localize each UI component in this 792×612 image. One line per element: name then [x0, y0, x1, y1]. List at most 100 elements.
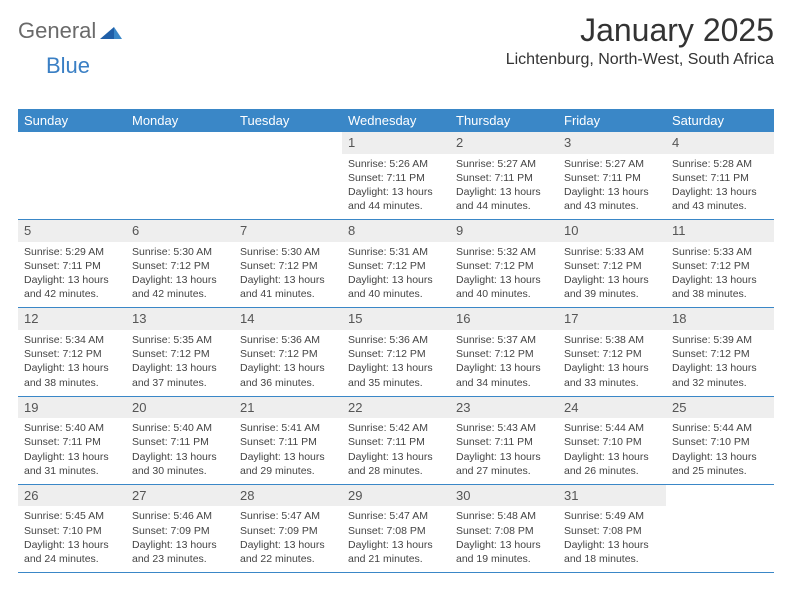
day-cell: 17Sunrise: 5:38 AMSunset: 7:12 PMDayligh… — [558, 308, 666, 395]
day-details: Sunrise: 5:29 AMSunset: 7:11 PMDaylight:… — [18, 242, 126, 308]
day-cell: 27Sunrise: 5:46 AMSunset: 7:09 PMDayligh… — [126, 485, 234, 572]
day-cell: 18Sunrise: 5:39 AMSunset: 7:12 PMDayligh… — [666, 308, 774, 395]
day-number: 21 — [234, 397, 342, 419]
day-details: Sunrise: 5:38 AMSunset: 7:12 PMDaylight:… — [558, 330, 666, 396]
day-number: 16 — [450, 308, 558, 330]
day-number: 13 — [126, 308, 234, 330]
day-number: 10 — [558, 220, 666, 242]
day-cell: 20Sunrise: 5:40 AMSunset: 7:11 PMDayligh… — [126, 397, 234, 484]
day-cell: 16Sunrise: 5:37 AMSunset: 7:12 PMDayligh… — [450, 308, 558, 395]
day-details: Sunrise: 5:45 AMSunset: 7:10 PMDaylight:… — [18, 506, 126, 572]
day-details: Sunrise: 5:33 AMSunset: 7:12 PMDaylight:… — [666, 242, 774, 308]
day-details: Sunrise: 5:33 AMSunset: 7:12 PMDaylight:… — [558, 242, 666, 308]
day-cell: 8Sunrise: 5:31 AMSunset: 7:12 PMDaylight… — [342, 220, 450, 307]
day-details: Sunrise: 5:37 AMSunset: 7:12 PMDaylight:… — [450, 330, 558, 396]
day-cell: 5Sunrise: 5:29 AMSunset: 7:11 PMDaylight… — [18, 220, 126, 307]
day-number: 20 — [126, 397, 234, 419]
week-row: 12Sunrise: 5:34 AMSunset: 7:12 PMDayligh… — [18, 308, 774, 396]
day-cell: 24Sunrise: 5:44 AMSunset: 7:10 PMDayligh… — [558, 397, 666, 484]
brand-part2: Blue — [46, 53, 90, 78]
day-cell: 19Sunrise: 5:40 AMSunset: 7:11 PMDayligh… — [18, 397, 126, 484]
day-details: Sunrise: 5:43 AMSunset: 7:11 PMDaylight:… — [450, 418, 558, 484]
day-details: Sunrise: 5:39 AMSunset: 7:12 PMDaylight:… — [666, 330, 774, 396]
day-number: 28 — [234, 485, 342, 507]
day-number: 3 — [558, 132, 666, 154]
weekday-header-row: SundayMondayTuesdayWednesdayThursdayFrid… — [18, 109, 774, 132]
day-number: 7 — [234, 220, 342, 242]
day-details: Sunrise: 5:41 AMSunset: 7:11 PMDaylight:… — [234, 418, 342, 484]
day-details: Sunrise: 5:47 AMSunset: 7:08 PMDaylight:… — [342, 506, 450, 572]
day-cell: 3Sunrise: 5:27 AMSunset: 7:11 PMDaylight… — [558, 132, 666, 219]
day-details: Sunrise: 5:42 AMSunset: 7:11 PMDaylight:… — [342, 418, 450, 484]
day-details: Sunrise: 5:26 AMSunset: 7:11 PMDaylight:… — [342, 154, 450, 220]
day-cell: 14Sunrise: 5:36 AMSunset: 7:12 PMDayligh… — [234, 308, 342, 395]
day-number: 12 — [18, 308, 126, 330]
day-number: 6 — [126, 220, 234, 242]
day-cell: 11Sunrise: 5:33 AMSunset: 7:12 PMDayligh… — [666, 220, 774, 307]
day-number: 18 — [666, 308, 774, 330]
day-cell: . — [666, 485, 774, 572]
day-details: Sunrise: 5:40 AMSunset: 7:11 PMDaylight:… — [18, 418, 126, 484]
weekday-header: Tuesday — [234, 109, 342, 132]
day-number: 9 — [450, 220, 558, 242]
weekday-header: Sunday — [18, 109, 126, 132]
day-details: Sunrise: 5:31 AMSunset: 7:12 PMDaylight:… — [342, 242, 450, 308]
day-cell: 12Sunrise: 5:34 AMSunset: 7:12 PMDayligh… — [18, 308, 126, 395]
day-cell: 1Sunrise: 5:26 AMSunset: 7:11 PMDaylight… — [342, 132, 450, 219]
day-number: 22 — [342, 397, 450, 419]
logo-icon — [100, 23, 122, 39]
day-cell: 23Sunrise: 5:43 AMSunset: 7:11 PMDayligh… — [450, 397, 558, 484]
day-cell: 26Sunrise: 5:45 AMSunset: 7:10 PMDayligh… — [18, 485, 126, 572]
day-number: 17 — [558, 308, 666, 330]
day-cell: 21Sunrise: 5:41 AMSunset: 7:11 PMDayligh… — [234, 397, 342, 484]
calendar-grid: SundayMondayTuesdayWednesdayThursdayFrid… — [18, 109, 774, 573]
day-number: 31 — [558, 485, 666, 507]
day-number: 25 — [666, 397, 774, 419]
day-cell: 25Sunrise: 5:44 AMSunset: 7:10 PMDayligh… — [666, 397, 774, 484]
day-details: Sunrise: 5:48 AMSunset: 7:08 PMDaylight:… — [450, 506, 558, 572]
day-details: Sunrise: 5:47 AMSunset: 7:09 PMDaylight:… — [234, 506, 342, 572]
weekday-header: Saturday — [666, 109, 774, 132]
weekday-header: Monday — [126, 109, 234, 132]
day-number: 30 — [450, 485, 558, 507]
day-cell: 28Sunrise: 5:47 AMSunset: 7:09 PMDayligh… — [234, 485, 342, 572]
day-cell: 9Sunrise: 5:32 AMSunset: 7:12 PMDaylight… — [450, 220, 558, 307]
day-number: 19 — [18, 397, 126, 419]
day-cell: 2Sunrise: 5:27 AMSunset: 7:11 PMDaylight… — [450, 132, 558, 219]
weekday-header: Friday — [558, 109, 666, 132]
day-cell: 31Sunrise: 5:49 AMSunset: 7:08 PMDayligh… — [558, 485, 666, 572]
day-number: 14 — [234, 308, 342, 330]
day-number: 2 — [450, 132, 558, 154]
day-details: Sunrise: 5:44 AMSunset: 7:10 PMDaylight:… — [666, 418, 774, 484]
weekday-header: Thursday — [450, 109, 558, 132]
day-details: Sunrise: 5:44 AMSunset: 7:10 PMDaylight:… — [558, 418, 666, 484]
day-details: Sunrise: 5:30 AMSunset: 7:12 PMDaylight:… — [126, 242, 234, 308]
day-number: 1 — [342, 132, 450, 154]
day-number: 29 — [342, 485, 450, 507]
day-number: 26 — [18, 485, 126, 507]
day-cell: 7Sunrise: 5:30 AMSunset: 7:12 PMDaylight… — [234, 220, 342, 307]
week-row: 19Sunrise: 5:40 AMSunset: 7:11 PMDayligh… — [18, 397, 774, 485]
day-details: Sunrise: 5:36 AMSunset: 7:12 PMDaylight:… — [342, 330, 450, 396]
day-details: Sunrise: 5:40 AMSunset: 7:11 PMDaylight:… — [126, 418, 234, 484]
day-number: 5 — [18, 220, 126, 242]
day-cell: . — [126, 132, 234, 219]
day-cell: 29Sunrise: 5:47 AMSunset: 7:08 PMDayligh… — [342, 485, 450, 572]
day-details: Sunrise: 5:32 AMSunset: 7:12 PMDaylight:… — [450, 242, 558, 308]
brand-part1: General — [18, 18, 96, 44]
day-number: 8 — [342, 220, 450, 242]
day-number: 4 — [666, 132, 774, 154]
day-cell: . — [234, 132, 342, 219]
month-title: January 2025 — [506, 12, 774, 49]
day-number: 23 — [450, 397, 558, 419]
day-details: Sunrise: 5:46 AMSunset: 7:09 PMDaylight:… — [126, 506, 234, 572]
day-cell: 6Sunrise: 5:30 AMSunset: 7:12 PMDaylight… — [126, 220, 234, 307]
day-number: 24 — [558, 397, 666, 419]
day-cell: 30Sunrise: 5:48 AMSunset: 7:08 PMDayligh… — [450, 485, 558, 572]
day-cell: 10Sunrise: 5:33 AMSunset: 7:12 PMDayligh… — [558, 220, 666, 307]
day-details: Sunrise: 5:27 AMSunset: 7:11 PMDaylight:… — [450, 154, 558, 220]
day-details: Sunrise: 5:34 AMSunset: 7:12 PMDaylight:… — [18, 330, 126, 396]
week-row: 26Sunrise: 5:45 AMSunset: 7:10 PMDayligh… — [18, 485, 774, 573]
week-row: ...1Sunrise: 5:26 AMSunset: 7:11 PMDayli… — [18, 132, 774, 220]
day-details: Sunrise: 5:49 AMSunset: 7:08 PMDaylight:… — [558, 506, 666, 572]
